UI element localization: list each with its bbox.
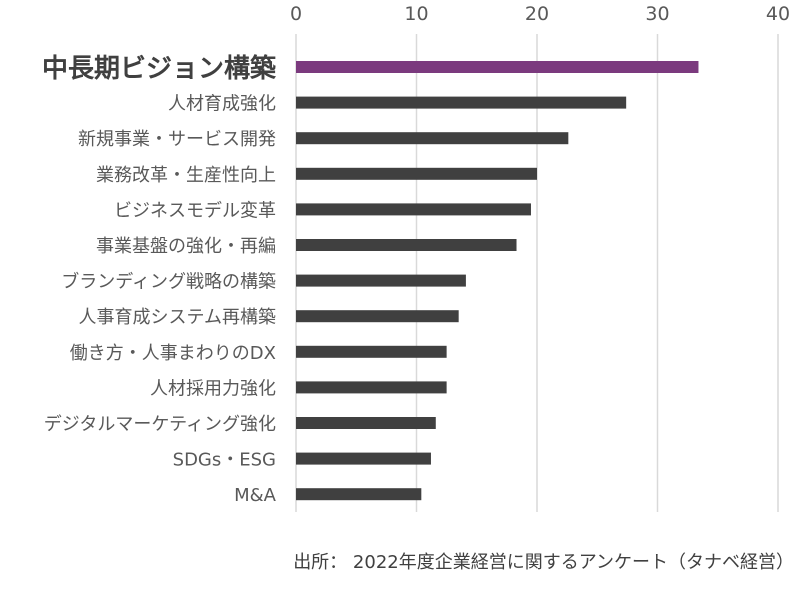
- source-note: 出所： 2022年度企業経営に関するアンケート（タナベ経営）: [293, 552, 794, 573]
- category-label: 人材採用力強化: [150, 378, 276, 399]
- x-tick-label: 40: [766, 3, 790, 25]
- x-tick-label: 0: [290, 3, 302, 25]
- category-label: SDGs・ESG: [173, 450, 276, 471]
- bar: [296, 167, 537, 180]
- category-label: デジタルマーケティング強化: [44, 414, 276, 435]
- bar: [296, 203, 531, 216]
- category-label: 業務改革・生産性向上: [96, 165, 276, 186]
- gridlines: [295, 34, 779, 512]
- category-label: M&A: [234, 485, 277, 506]
- category-label: 人材育成強化: [168, 94, 276, 115]
- category-label: ビジネスモデル変革: [114, 200, 276, 221]
- bar: [296, 96, 627, 109]
- category-label: 新規事業・サービス開発: [78, 129, 276, 150]
- bar: [296, 132, 569, 145]
- bar: [296, 274, 466, 287]
- category-label: 人事育成システム再構築: [79, 307, 276, 328]
- bar: [296, 345, 447, 358]
- category-label: 中長期ビジョン構築: [42, 53, 277, 84]
- bar: [296, 310, 459, 323]
- x-tick-label: 20: [525, 3, 549, 25]
- bars: [296, 61, 699, 501]
- bar: [296, 488, 422, 501]
- x-tick-label: 10: [404, 3, 428, 25]
- category-label: ブランディング戦略の構築: [61, 271, 276, 293]
- category-labels: 中長期ビジョン構築人材育成強化新規事業・サービス開発業務改革・生産性向上ビジネス…: [42, 53, 277, 506]
- bar: [296, 417, 436, 429]
- bar: [296, 239, 517, 251]
- category-label: 働き方・人事まわりのDX: [70, 343, 276, 364]
- x-tick-label: 30: [645, 3, 669, 25]
- bar: [296, 381, 447, 394]
- bar: [296, 452, 431, 465]
- category-label: 事業基盤の強化・再編: [96, 236, 276, 257]
- bar: [296, 61, 699, 73]
- x-axis-tick-labels: 0 10 20 30 40: [290, 3, 790, 25]
